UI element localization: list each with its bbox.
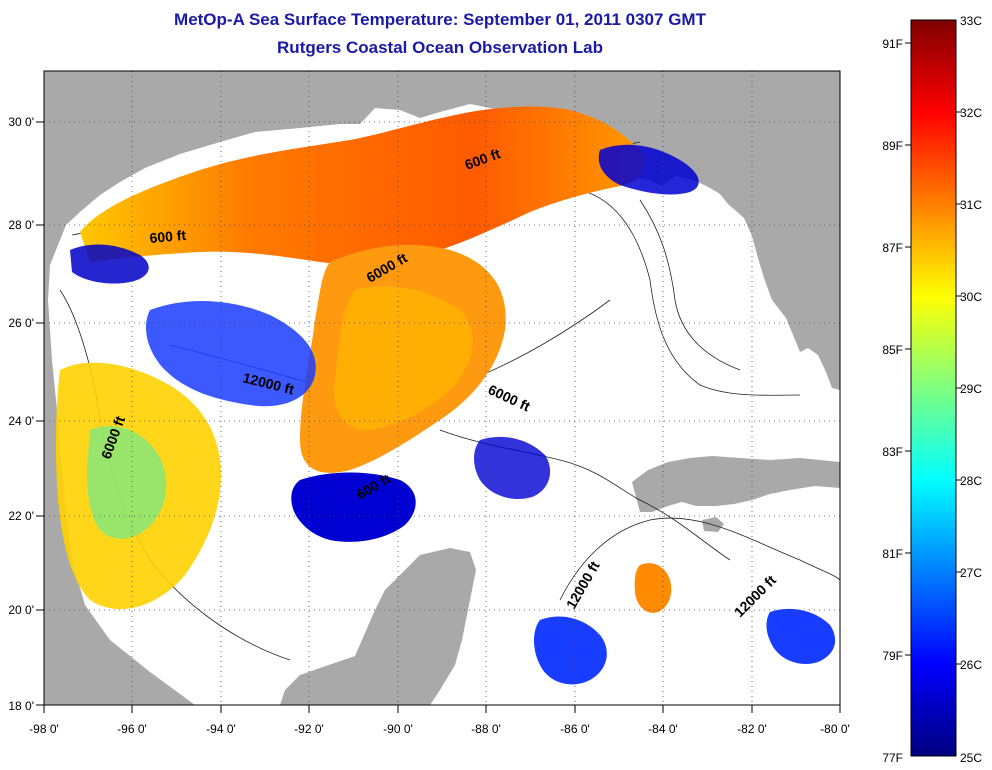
y-tick-label: 26 0' <box>8 316 34 330</box>
sst-texas-shelf-cool <box>70 244 149 284</box>
y-tick-label: 20 0' <box>8 603 34 617</box>
x-tick-label: -88 0' <box>471 722 501 736</box>
y-tick-label: 18 0' <box>8 699 34 713</box>
map-subtitle: Rutgers Coastal Ocean Observation Lab <box>277 38 603 57</box>
x-tick-label: -98 0' <box>29 722 59 736</box>
y-tick-label: 22 0' <box>8 509 34 523</box>
north-america-land <box>44 71 840 705</box>
sst-data-layer <box>55 106 836 685</box>
sst-eastern-gulf-cool <box>598 144 699 195</box>
y-tick-label: 28 0' <box>8 218 34 232</box>
y-tick-label: 24 0' <box>8 414 34 428</box>
sst-yucatan-channel-patch <box>634 563 672 613</box>
x-tick-label: -94 0' <box>206 722 236 736</box>
x-tick-label: -84 0' <box>648 722 678 736</box>
sst-caribbean-cool-1 <box>534 616 607 685</box>
cuba-island <box>632 456 840 512</box>
contour-shelf-fl <box>579 189 801 396</box>
sst-western-gulf-green <box>86 426 167 539</box>
sst-northern-shelf-warm <box>80 106 644 265</box>
contour-shelf-fl-inner <box>639 199 741 371</box>
map-frame <box>43 70 841 706</box>
sst-southern-gulf-cool <box>474 436 551 500</box>
x-tick-label: -90 0' <box>383 722 413 736</box>
contour-label: 600 ft <box>149 227 187 246</box>
x-tick-label: -92 0' <box>294 722 324 736</box>
map-title: MetOp-A Sea Surface Temperature: Septemb… <box>174 10 706 29</box>
axis-ticks <box>36 121 841 713</box>
yucatan-peninsula <box>280 548 476 705</box>
y-tick-label: 30 0' <box>8 115 34 129</box>
x-tick-label: -96 0' <box>117 722 147 736</box>
sst-bay-campeche-cool <box>291 472 416 542</box>
contour-12000ft-b <box>559 517 840 601</box>
land-layer <box>44 71 840 705</box>
x-tick-label: -80 0' <box>820 722 850 736</box>
x-tick-label: -86 0' <box>560 722 590 736</box>
sst-western-gulf-cool <box>145 300 316 407</box>
sst-central-gulf-orange <box>334 286 473 431</box>
lat-lon-grid <box>44 71 840 705</box>
sst-caribbean-cool-2 <box>766 608 836 665</box>
x-tick-label: -82 0' <box>737 722 767 736</box>
